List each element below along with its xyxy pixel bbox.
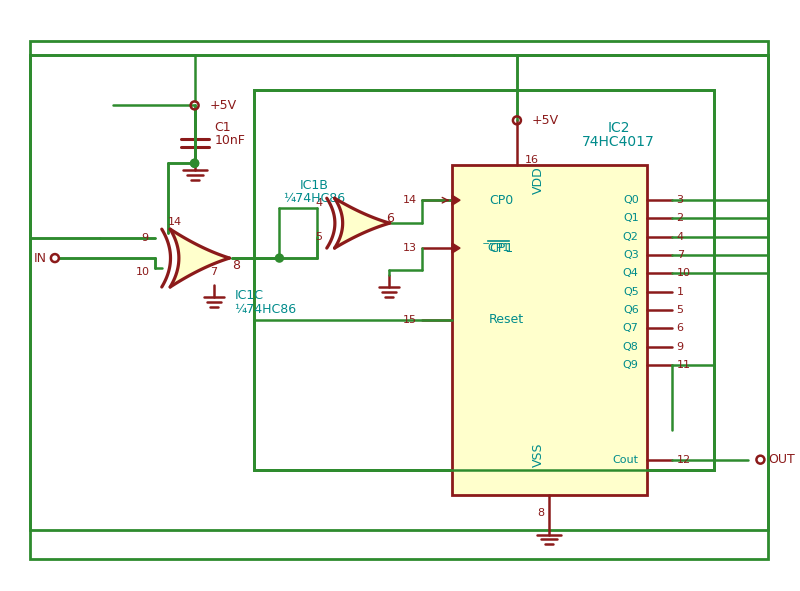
Text: 3: 3 xyxy=(677,195,684,205)
Text: 7: 7 xyxy=(677,250,684,260)
Text: 7: 7 xyxy=(210,267,217,277)
Text: 13: 13 xyxy=(403,243,417,253)
Text: 1: 1 xyxy=(677,287,684,297)
Text: Q7: Q7 xyxy=(623,323,638,333)
Text: C1: C1 xyxy=(214,121,231,134)
Text: IN: IN xyxy=(34,252,47,265)
Text: 74HC4017: 74HC4017 xyxy=(582,135,655,150)
Polygon shape xyxy=(334,198,390,248)
Text: 14: 14 xyxy=(167,217,182,227)
Text: Q1: Q1 xyxy=(623,213,638,223)
Text: 9: 9 xyxy=(677,342,684,352)
Text: Q6: Q6 xyxy=(623,305,638,315)
Text: 6: 6 xyxy=(386,212,394,225)
Polygon shape xyxy=(452,243,460,253)
Text: VDD: VDD xyxy=(532,166,546,194)
Circle shape xyxy=(190,160,198,167)
Text: Q9: Q9 xyxy=(623,360,638,370)
Polygon shape xyxy=(452,195,460,205)
Bar xyxy=(30,41,769,560)
Text: 15: 15 xyxy=(403,315,417,325)
Text: Cout: Cout xyxy=(613,454,638,465)
Bar xyxy=(254,90,714,470)
Text: 8: 8 xyxy=(233,259,241,271)
Text: ¼74HC86: ¼74HC86 xyxy=(234,303,297,316)
Circle shape xyxy=(275,254,283,262)
Text: IC1C: IC1C xyxy=(234,288,263,301)
Text: VSS: VSS xyxy=(532,443,546,467)
Text: Reset: Reset xyxy=(489,313,524,326)
Text: IC2: IC2 xyxy=(607,121,630,135)
Text: 10nF: 10nF xyxy=(214,134,246,147)
Text: 8: 8 xyxy=(537,508,544,518)
Text: OUT: OUT xyxy=(769,453,795,466)
Text: ¼74HC86: ¼74HC86 xyxy=(283,191,346,204)
Text: Q3: Q3 xyxy=(623,250,638,260)
Text: 11: 11 xyxy=(677,360,690,370)
Text: 4: 4 xyxy=(677,232,684,242)
Text: CP0: CP0 xyxy=(489,194,514,207)
Text: 4: 4 xyxy=(316,198,323,208)
Circle shape xyxy=(190,160,198,167)
Text: 14: 14 xyxy=(403,195,417,205)
Text: Q0: Q0 xyxy=(623,195,638,205)
Text: 10: 10 xyxy=(677,268,690,278)
Bar xyxy=(30,56,769,530)
Text: +5V: +5V xyxy=(532,114,559,127)
Bar xyxy=(254,90,714,470)
Polygon shape xyxy=(170,229,230,287)
Text: IC1B: IC1B xyxy=(300,178,329,191)
Bar xyxy=(452,165,646,495)
Text: 5: 5 xyxy=(677,305,684,315)
Text: 6: 6 xyxy=(677,323,684,333)
Text: 12: 12 xyxy=(677,454,690,465)
Text: Q8: Q8 xyxy=(623,342,638,352)
Text: 10: 10 xyxy=(136,267,150,277)
Text: 5: 5 xyxy=(315,232,322,242)
Text: 2: 2 xyxy=(677,213,684,223)
Text: Q5: Q5 xyxy=(623,287,638,297)
Text: ̅C̅P̅1: ̅C̅P̅1 xyxy=(489,243,510,253)
Text: +5V: +5V xyxy=(210,99,237,112)
Text: 16: 16 xyxy=(525,155,539,165)
Text: Q2: Q2 xyxy=(623,232,638,242)
Text: Q4: Q4 xyxy=(623,268,638,278)
Text: 9: 9 xyxy=(141,233,148,243)
Text: CP1: CP1 xyxy=(489,242,513,255)
